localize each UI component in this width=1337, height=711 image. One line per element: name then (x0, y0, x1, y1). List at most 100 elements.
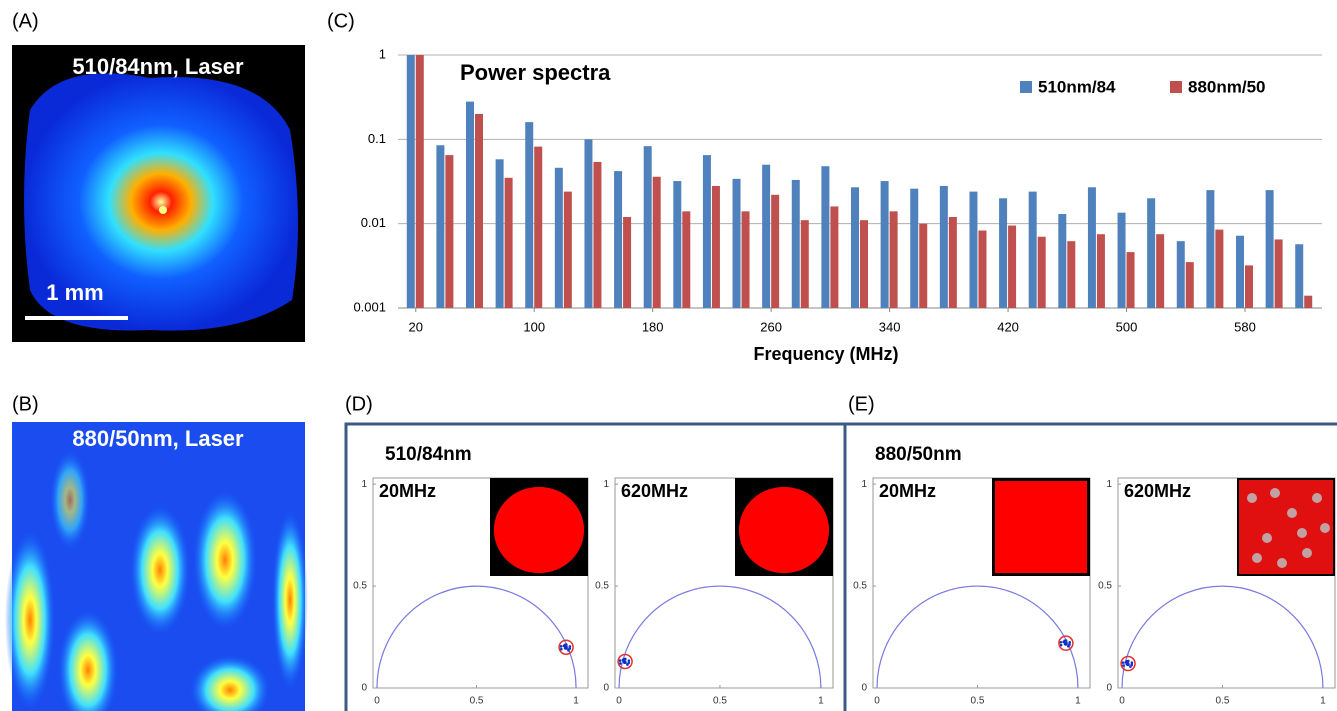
legend-swatch (1170, 81, 1182, 93)
inset-speck (1302, 548, 1312, 558)
bar (415, 55, 424, 308)
bar (762, 164, 771, 308)
bar (525, 122, 534, 308)
phasor-point (1068, 643, 1071, 646)
caption-b: 880/50nm, Laser (72, 426, 244, 451)
inset-fill (493, 486, 585, 574)
phasor-point (618, 662, 622, 665)
x-tick-label: 20 (409, 319, 423, 334)
phasor-point (568, 645, 572, 648)
bar (1265, 190, 1274, 308)
x-tick-label: 1 (818, 696, 824, 707)
bar (554, 167, 563, 308)
bar (1236, 235, 1244, 308)
bar (584, 139, 593, 308)
bar (1206, 190, 1215, 308)
bar (851, 187, 859, 308)
bar (969, 191, 978, 308)
y-tick-label: 1 (379, 46, 386, 61)
bar (1156, 234, 1165, 308)
bar (711, 185, 720, 308)
bar (504, 177, 513, 308)
cluster (558, 639, 574, 655)
phasor-point (559, 645, 563, 648)
phasor-point (562, 644, 566, 648)
panel-label: (A) (12, 10, 39, 32)
cluster (1058, 635, 1074, 651)
y-tick-label: 1 (603, 479, 609, 490)
bar (1096, 234, 1105, 308)
panel-label: (D) (345, 393, 373, 415)
legend-swatch (1020, 81, 1032, 93)
bar (1037, 236, 1046, 308)
phasor-point (621, 658, 625, 662)
x-tick-label: 1 (573, 696, 579, 707)
bar (880, 181, 889, 308)
x-tick-label: 0.5 (1216, 696, 1230, 707)
chart-title: Power spectra (460, 60, 611, 85)
bar (1147, 198, 1156, 308)
bar (860, 220, 868, 308)
inset-speck (1320, 523, 1330, 533)
bar (436, 145, 445, 308)
y-tick-label: 1 (1106, 479, 1112, 490)
universal-circle (618, 585, 822, 689)
y-tick-label: 0.5 (353, 581, 367, 592)
inset-speck (1247, 493, 1257, 503)
cluster (617, 653, 633, 670)
bar (682, 211, 691, 308)
phasor-point (1121, 661, 1125, 664)
inset-fill (738, 486, 830, 574)
bar (593, 161, 602, 308)
blob (193, 490, 257, 630)
bar (466, 101, 474, 308)
inset-speck (1297, 528, 1307, 538)
panel-label: (E) (848, 393, 875, 415)
inset-speck (1262, 533, 1272, 543)
inset-fill (995, 481, 1087, 573)
y-tick-label: 1 (861, 479, 867, 490)
bar (652, 176, 661, 308)
bar (919, 223, 928, 308)
bar (563, 191, 572, 308)
y-tick-label: 0 (861, 683, 867, 694)
bar (406, 55, 415, 308)
bar (910, 188, 919, 308)
blob (190, 655, 270, 711)
bar (1126, 252, 1135, 308)
phasor-point (1059, 643, 1063, 647)
x-tick-label: 1 (1320, 696, 1326, 707)
legend-label: 510nm/84 (1038, 77, 1116, 96)
y-tick-label: 0.001 (353, 299, 386, 314)
bar (771, 194, 780, 308)
bar (1087, 187, 1096, 308)
phasor-point (1127, 663, 1130, 667)
caption-a: 510/84nm, Laser (72, 54, 244, 79)
bar (1185, 262, 1194, 308)
bar (643, 146, 652, 308)
bar (791, 179, 800, 308)
blob (272, 510, 308, 690)
phasor-point (1068, 641, 1071, 644)
x-tick-label: 420 (997, 319, 1019, 334)
bar (800, 220, 809, 308)
y-tick-label: 0 (1106, 683, 1112, 694)
phasor-point (565, 647, 568, 650)
phasor-point (618, 659, 622, 662)
bar (1176, 241, 1185, 308)
phasor-point (1059, 640, 1063, 644)
y-tick-label: 0.5 (1098, 581, 1112, 592)
x-tick-label: 0 (1119, 696, 1125, 707)
phasor-point (1121, 664, 1125, 667)
group-title: 510/84nm (385, 444, 472, 465)
x-tick-label: 0.5 (713, 696, 727, 707)
legend-label: 880nm/50 (1188, 77, 1266, 96)
bar (889, 211, 898, 308)
phasor-point (1124, 660, 1128, 664)
bar (1295, 244, 1304, 308)
inset-speck (1277, 558, 1287, 568)
scale-label: 1 mm (46, 280, 103, 305)
bar (732, 178, 741, 308)
x-axis-label: Frequency (MHz) (753, 344, 898, 364)
bar (445, 155, 454, 308)
